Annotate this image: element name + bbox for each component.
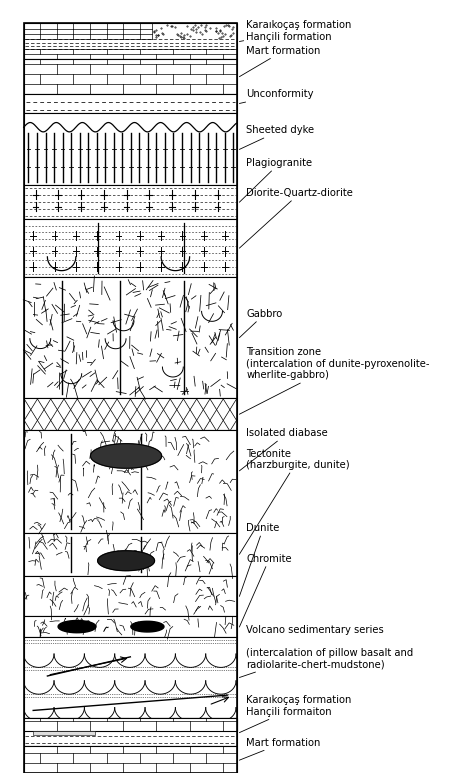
Text: Gabbro: Gabbro <box>239 309 283 337</box>
Polygon shape <box>58 620 96 633</box>
Text: Mart formation: Mart formation <box>239 45 321 77</box>
Bar <box>24 277 237 398</box>
Polygon shape <box>33 731 95 735</box>
Text: Karaıkoçaş formation
Hançili formation: Karaıkoçaş formation Hançili formation <box>239 20 352 41</box>
Polygon shape <box>131 621 164 632</box>
Bar <box>24 637 237 718</box>
Text: Volcano sedimentary series

(intercalation of pillow basalt and
radiolarite-cher: Volcano sedimentary series (intercalatio… <box>239 625 414 678</box>
Bar <box>24 59 237 94</box>
Bar <box>24 533 237 576</box>
Text: Mart formation: Mart formation <box>239 737 321 760</box>
Bar <box>24 718 237 747</box>
Text: Karaıkoçaş formation
Hançili formaiton: Karaıkoçaş formation Hançili formaiton <box>239 695 352 733</box>
Bar <box>24 219 237 277</box>
Bar <box>24 113 237 185</box>
Bar <box>24 718 237 731</box>
Bar <box>24 616 237 637</box>
Text: Dunite: Dunite <box>239 523 280 597</box>
Bar <box>24 576 237 616</box>
Bar <box>24 747 237 773</box>
Bar <box>24 94 237 113</box>
Text: Chromite: Chromite <box>239 554 292 627</box>
Text: Diorite-Quartz-diorite: Diorite-Quartz-diorite <box>239 188 353 248</box>
Bar <box>24 398 237 430</box>
Text: Unconformity: Unconformity <box>239 89 314 104</box>
Bar <box>24 185 237 219</box>
Polygon shape <box>91 444 162 468</box>
Text: Isolated diabase: Isolated diabase <box>239 428 328 471</box>
Text: Plagiogranite: Plagiogranite <box>239 159 313 202</box>
Bar <box>24 430 237 533</box>
Bar <box>24 23 237 59</box>
Text: Transition zone
(intercalation of dunite-pyroxenolite-
wherlite-gabbro): Transition zone (intercalation of dunite… <box>239 347 430 414</box>
Bar <box>24 23 237 773</box>
Text: Tectonite
(harzburgite, dunite): Tectonite (harzburgite, dunite) <box>239 448 350 555</box>
Polygon shape <box>98 551 155 571</box>
Text: Sheeted dyke: Sheeted dyke <box>239 125 315 149</box>
